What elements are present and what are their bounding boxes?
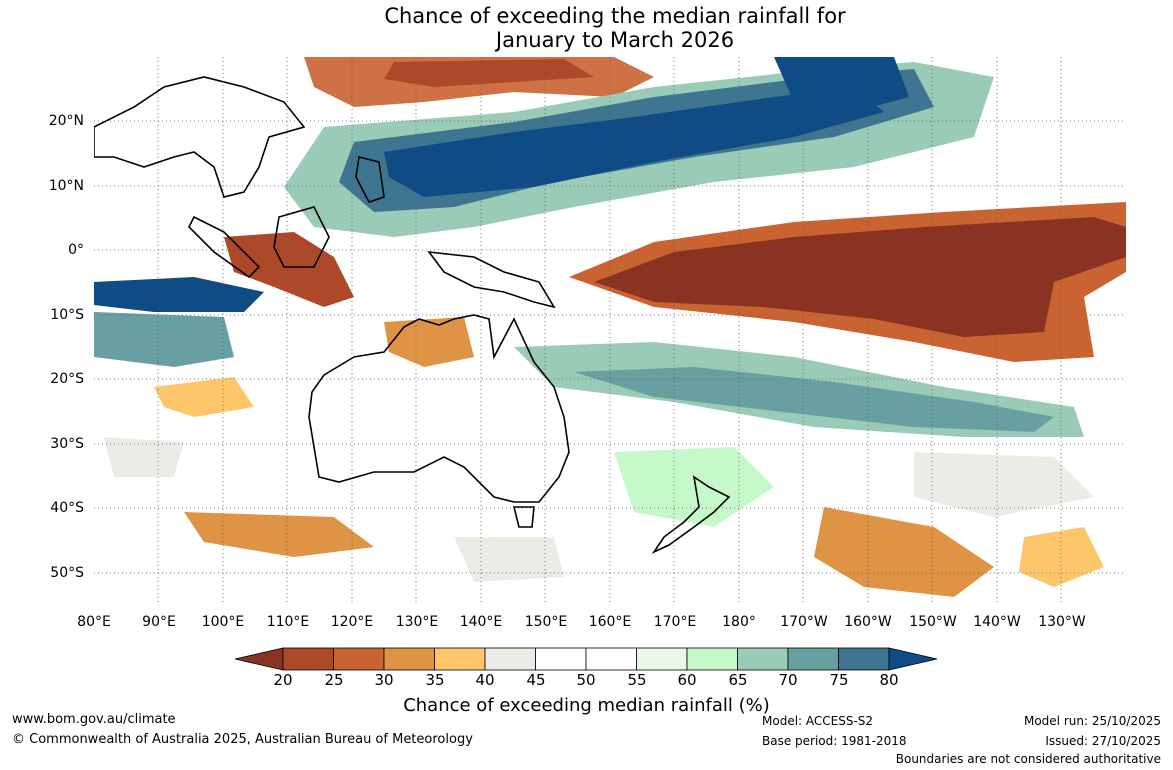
borneo-outline [273, 206, 330, 268]
dry-region-equatorial-pacific-core [594, 217, 1126, 337]
wet-region-tasman [614, 447, 774, 527]
lon-label-130w: 130°W [1038, 614, 1086, 630]
colorbar-tick-25: 25 [324, 671, 344, 689]
colorbar-label: Chance of exceeding median rainfall (%) [403, 695, 770, 716]
lon-label-90e: 90°E [142, 614, 176, 630]
lon-label-140e: 140°E [459, 614, 503, 630]
wet-region-tropical-north-pacific-core [384, 87, 884, 197]
colorbar-segment-above-80 [888, 647, 938, 671]
colorbar-tick-65: 65 [728, 671, 748, 689]
lon-label-140w: 140°W [973, 614, 1021, 630]
neutral-region-south-pacific [914, 452, 1094, 517]
map-title: Chance of exceeding the median rainfall … [384, 4, 846, 28]
colorbar-segment-45-50 [535, 647, 587, 671]
philippines-outline [355, 156, 385, 203]
wet-region-indian-ocean [94, 277, 264, 312]
lat-label-10s: 10°S [50, 307, 84, 323]
southeast-asia-outline [94, 76, 306, 198]
dry-region-indian-ocean [154, 377, 254, 417]
lon-label-130e: 130°E [395, 614, 439, 630]
australia-outline [308, 314, 570, 503]
lat-label-10n: 10°N [48, 178, 84, 194]
lon-label-80e: 80°E [77, 614, 111, 630]
colorbar-tick-50: 50 [576, 671, 596, 689]
colorbar-segment-40-45 [484, 647, 536, 671]
colorbar-segment-30-35 [383, 647, 435, 671]
lat-label-30s: 30°S [50, 436, 84, 452]
neutral-region-indian [104, 437, 184, 477]
lat-label-20n: 20°N [48, 113, 84, 129]
wet-region-south-pacific-band-mid [574, 367, 1054, 432]
base-period: Base period: 1981-2018 [762, 734, 907, 748]
colorbar-tick-30: 30 [374, 671, 394, 689]
neutral-regions [104, 437, 1094, 582]
wet-region-north-pacific-east [774, 57, 909, 112]
wet-anomaly-regions [94, 57, 1084, 527]
lon-label-100e: 100°E [201, 614, 245, 630]
colorbar-segment-below-20 [234, 647, 284, 671]
neutral-region-southern [454, 537, 564, 582]
lon-label-120e: 120°E [330, 614, 374, 630]
lat-label-equator: 0° [68, 242, 84, 258]
dry-region-south-pacific-patch [1019, 527, 1104, 587]
boundary-disclaimer: Boundaries are not considered authoritat… [895, 752, 1161, 766]
model-name: Model: ACCESS-S2 [762, 714, 874, 728]
graticule [94, 57, 1126, 605]
colorbar-tick-80: 80 [879, 671, 899, 689]
dry-region-northern-australia [384, 317, 474, 367]
sumatra-outline [188, 215, 261, 279]
colorbar-tick-20: 20 [273, 671, 293, 689]
colorbar-segments [234, 647, 938, 671]
lat-label-20s: 20°S [50, 371, 84, 387]
colorbar-segment-55-60 [636, 647, 688, 671]
colorbar-tick-35: 35 [425, 671, 445, 689]
colorbar-tick-55: 55 [627, 671, 647, 689]
colorbar-tick-40: 40 [475, 671, 495, 689]
colorbar-tick-60: 60 [677, 671, 697, 689]
colorbar-segment-25-30 [333, 647, 385, 671]
colorbar-segment-35-40 [434, 647, 486, 671]
website-link[interactable]: www.bom.gov.au/climate [12, 712, 176, 727]
lon-label-160w: 160°W [844, 614, 892, 630]
dry-region-southern-ocean-west [184, 512, 374, 557]
colorbar-tick-75: 75 [829, 671, 849, 689]
colorbar-segment-50-55 [585, 647, 637, 671]
model-run-date: Model run: 25/10/2025 [1023, 714, 1161, 728]
dry-region-north-pacific-core [384, 59, 594, 87]
colorbar-segment-20-25 [282, 647, 334, 671]
new-guinea-outline [427, 251, 556, 309]
rainfall-outlook-map [94, 57, 1126, 605]
dry-region-southern-ocean-east [814, 507, 994, 597]
lon-label-150e: 150°E [524, 614, 568, 630]
lon-label-110e: 110°E [266, 614, 310, 630]
copyright-text: © Commonwealth of Australia 2025, Austra… [12, 732, 473, 747]
colorbar-segment-60-65 [686, 647, 738, 671]
colorbar-tick-70: 70 [778, 671, 798, 689]
lat-label-40s: 40°S [50, 500, 84, 516]
colorbar-segment-65-70 [737, 647, 789, 671]
lon-label-180: 180° [722, 614, 756, 630]
issued-date: Issued: 27/10/2025 [1045, 734, 1161, 748]
lat-label-50s: 50°S [50, 565, 84, 581]
new-zealand-outline [651, 475, 731, 554]
lon-label-170e: 170°E [653, 614, 697, 630]
map-subtitle: January to March 2026 [495, 28, 735, 52]
wet-region-indian-ocean-south [94, 312, 234, 367]
colorbar [234, 647, 938, 671]
lon-label-150w: 150°W [909, 614, 957, 630]
lon-label-170w: 170°W [780, 614, 828, 630]
colorbar-tick-45: 45 [526, 671, 546, 689]
tasmania-outline [512, 506, 535, 528]
coastlines [94, 76, 731, 554]
colorbar-segment-70-75 [787, 647, 839, 671]
colorbar-segment-75-80 [838, 647, 890, 671]
lon-label-160e: 160°E [588, 614, 632, 630]
map-canvas [94, 57, 1126, 605]
dry-anomaly-regions [154, 57, 1126, 597]
